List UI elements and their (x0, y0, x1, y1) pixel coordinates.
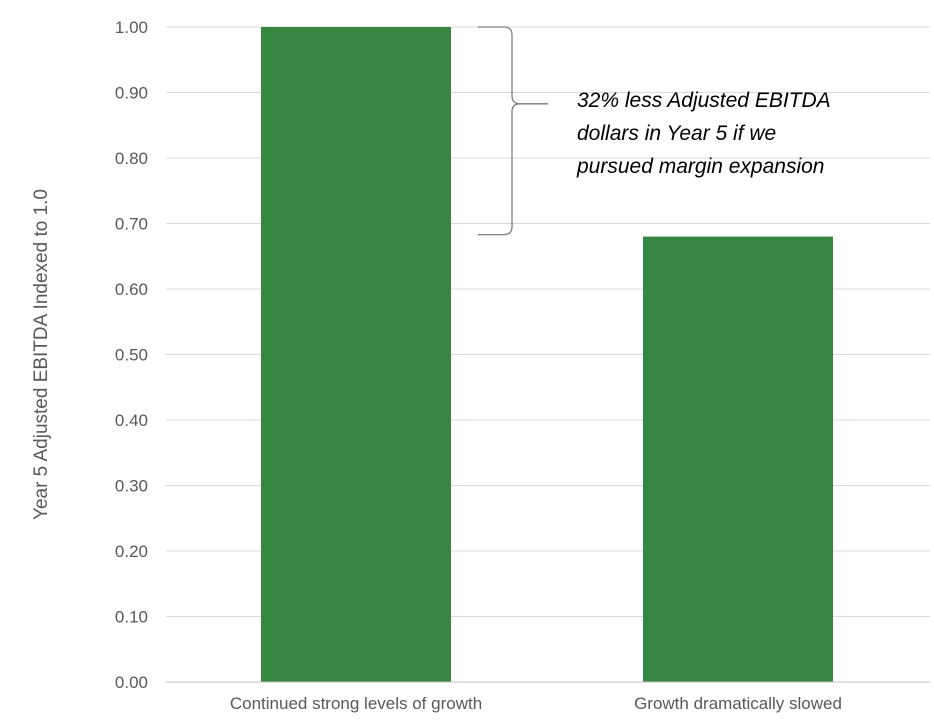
annotation-text: 32% less Adjusted EBITDA dollars in Year … (576, 89, 831, 178)
bar (643, 236, 833, 682)
y-tick-label: 0.00 (115, 673, 148, 692)
x-category-label: Continued strong levels of growth (230, 694, 482, 713)
bar (261, 27, 451, 682)
y-tick-label: 0.90 (115, 84, 148, 103)
y-tick-label: 0.80 (115, 149, 148, 168)
x-category-label: Growth dramatically slowed (634, 694, 842, 713)
x-axis-labels: Continued strong levels of growth Growth … (230, 694, 842, 713)
y-tick-label: 0.70 (115, 215, 148, 234)
annotation-line: pursued margin expansion (576, 155, 825, 178)
y-axis-title: Year 5 Adjusted EBITDA Indexed to 1.0 (31, 189, 52, 520)
y-tick-label: 0.60 (115, 280, 148, 299)
annotation-line: dollars in Year 5 if we (577, 122, 776, 145)
y-tick-label: 0.10 (115, 608, 148, 627)
annotation-bracket (478, 26, 548, 236)
y-tick-label: 0.40 (115, 411, 148, 430)
y-axis-ticks: 0.00 0.10 0.20 0.30 0.40 0.50 0.60 0.70 0.80 0.90… (115, 18, 148, 692)
y-tick-label: 0.20 (115, 542, 148, 561)
y-tick-label: 1.00 (115, 18, 148, 37)
y-tick-label: 0.30 (115, 477, 148, 496)
bars (261, 27, 833, 682)
y-tick-label: 0.50 (115, 346, 148, 365)
annotation-line: 32% less Adjusted EBITDA (577, 89, 831, 112)
